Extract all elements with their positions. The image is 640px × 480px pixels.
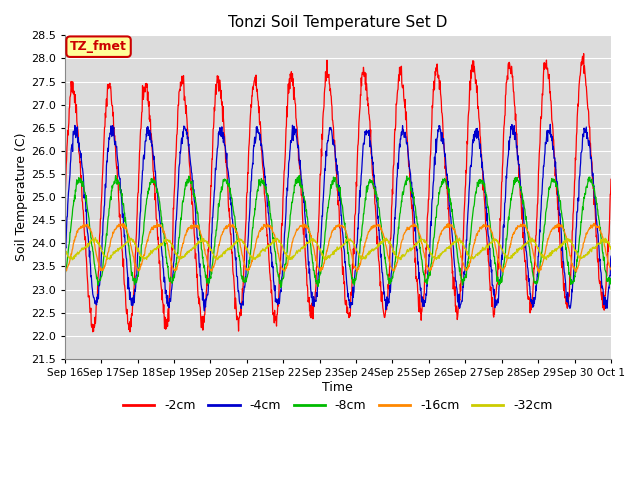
-4cm <box>543 135 550 141</box>
Y-axis label: Soil Temperature (C): Soil Temperature (C) <box>15 133 28 262</box>
Legend: -2cm, -4cm, -8cm, -16cm, -32cm: -2cm, -4cm, -8cm, -16cm, -32cm <box>118 395 557 418</box>
-16cm <box>422 261 430 266</box>
-32cm <box>607 246 615 252</box>
-32cm <box>495 240 502 246</box>
-16cm <box>535 269 543 275</box>
-16cm <box>494 257 502 263</box>
-4cm <box>495 300 502 306</box>
-2cm <box>607 177 615 182</box>
-32cm <box>244 250 252 255</box>
-2cm <box>543 57 550 63</box>
-32cm <box>543 254 550 260</box>
-32cm <box>61 246 68 252</box>
-2cm <box>244 170 252 176</box>
-8cm <box>169 275 177 281</box>
-16cm <box>61 266 68 272</box>
-4cm <box>182 126 190 132</box>
Line: -2cm: -2cm <box>65 54 611 332</box>
Line: -32cm: -32cm <box>65 238 611 260</box>
Title: Tonzi Soil Temperature Set D: Tonzi Soil Temperature Set D <box>228 15 447 30</box>
-8cm <box>61 272 68 277</box>
-2cm <box>170 205 177 211</box>
-8cm <box>495 278 502 284</box>
-4cm <box>547 121 554 127</box>
-32cm <box>183 249 191 255</box>
-2cm <box>495 255 502 261</box>
Line: -16cm: -16cm <box>65 223 611 272</box>
-32cm <box>170 246 177 252</box>
Line: -4cm: -4cm <box>65 124 611 311</box>
-8cm <box>607 276 615 282</box>
-2cm <box>182 112 190 118</box>
-16cm <box>607 267 615 273</box>
-2cm <box>126 329 134 335</box>
-16cm <box>169 265 177 271</box>
-4cm <box>607 253 615 259</box>
-16cm <box>243 267 251 273</box>
-32cm <box>68 257 76 263</box>
-32cm <box>424 243 431 249</box>
-32cm <box>92 235 99 240</box>
-16cm <box>182 230 190 236</box>
-2cm <box>61 209 68 215</box>
-8cm <box>296 173 303 179</box>
-16cm <box>590 220 598 226</box>
-8cm <box>424 279 431 285</box>
-4cm <box>200 308 208 314</box>
Line: -8cm: -8cm <box>65 176 611 288</box>
-2cm <box>580 51 588 57</box>
-4cm <box>61 253 68 259</box>
-16cm <box>543 243 550 249</box>
X-axis label: Time: Time <box>323 381 353 394</box>
-4cm <box>244 243 252 249</box>
-8cm <box>243 274 251 280</box>
-4cm <box>423 282 431 288</box>
Text: TZ_fmet: TZ_fmet <box>70 40 127 53</box>
-8cm <box>543 204 550 210</box>
-2cm <box>423 237 431 242</box>
-8cm <box>182 179 190 185</box>
-4cm <box>169 272 177 277</box>
-8cm <box>277 285 285 290</box>
